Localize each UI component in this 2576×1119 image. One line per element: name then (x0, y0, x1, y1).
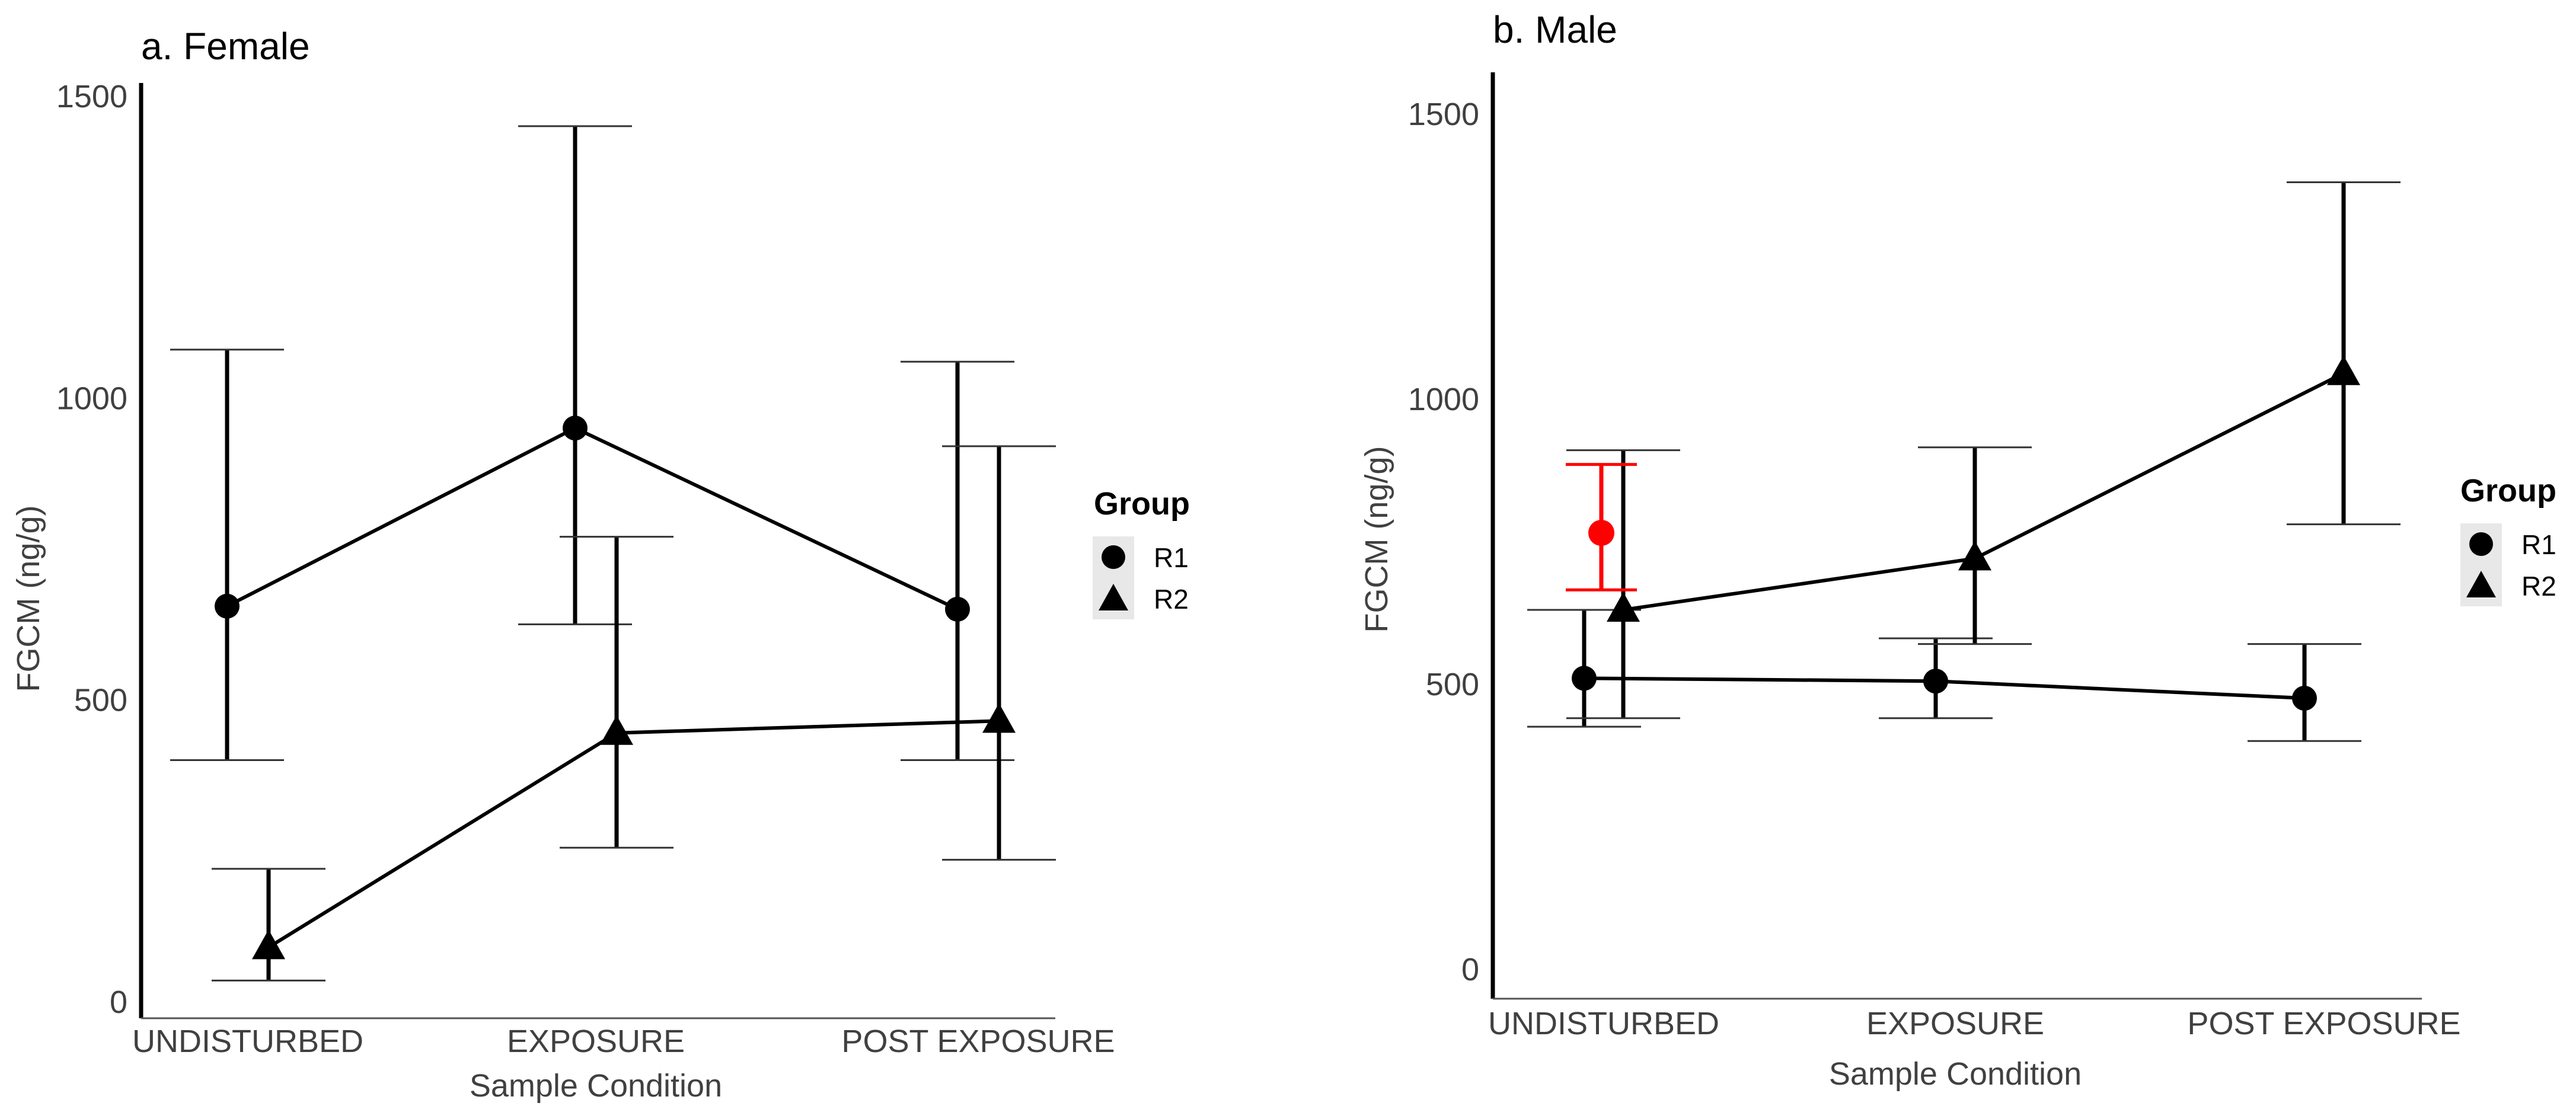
data-point-r2 (1958, 541, 1991, 571)
legend-label-r1: R1 (1154, 542, 1189, 573)
series-line-r1 (226, 426, 959, 611)
data-point-r1 (1923, 669, 1948, 694)
y-tick-label: 0 (110, 984, 127, 1020)
y-tick-label: 1500 (1408, 97, 1479, 132)
x-tick-label: POST EXPOSURE (2187, 1006, 2460, 1041)
y-tick-label: 1000 (1408, 382, 1479, 417)
x-axis-label-male: Sample Condition (1829, 1056, 2082, 1092)
circle-icon (1102, 545, 1125, 569)
y-tick-label: 1500 (56, 79, 127, 114)
y-tick-label: 500 (1426, 667, 1479, 702)
y-tick-label: 500 (74, 683, 127, 718)
legend-female: Group R1 R2 (1093, 486, 1190, 619)
x-tick-label: UNDISTURBED (1488, 1006, 1719, 1041)
data-point-r1 (2292, 686, 2317, 711)
y-tick-label: 0 (1461, 952, 1479, 987)
x-tick-label: EXPOSURE (507, 1024, 685, 1059)
y-axis-label-female: FGCM (ng/g) (11, 505, 46, 692)
legend-title: Group (2460, 473, 2556, 509)
legend-male: Group R1 R2 (2460, 473, 2556, 606)
panel-female: a. Female FGCM (ng/g) Sample Condition U… (11, 25, 1115, 1104)
triangle-icon (2466, 571, 2496, 597)
chart-title-male: b. Male (1493, 8, 1617, 51)
y-axis-label-male: FGCM (ng/g) (1359, 446, 1394, 632)
data-point-r1 (563, 415, 588, 441)
data-point-r2 (252, 929, 285, 960)
data-point-r2 (982, 703, 1016, 733)
data-point-r1 (215, 593, 240, 619)
chart-title-female: a. Female (141, 25, 310, 68)
data-point-r1 (1572, 666, 1597, 691)
legend-label-r2: R2 (2521, 571, 2556, 602)
legend-title: Group (1094, 486, 1190, 522)
data-point-r2 (1607, 592, 1640, 622)
x-tick-label: UNDISTURBED (132, 1024, 363, 1059)
series-line-r2 (267, 719, 1000, 949)
x-axis-label-female: Sample Condition (470, 1068, 722, 1104)
triangle-icon (1099, 584, 1128, 610)
x-tick-label: EXPOSURE (1866, 1006, 2044, 1041)
panel-male: b. Male FGCM (ng/g) Sample Condition UND… (1359, 8, 2461, 1092)
data-point-r2 (600, 715, 633, 745)
y-tick-label: 1000 (56, 381, 127, 416)
legend-label-r1: R1 (2521, 529, 2556, 560)
circle-icon (2469, 532, 2493, 556)
highlight-data-point (1588, 520, 1614, 546)
legend-label-r2: R2 (1154, 584, 1189, 615)
data-point-r1 (945, 596, 970, 622)
series-line-r2 (1623, 372, 2345, 612)
data-point-r2 (2327, 355, 2360, 385)
x-tick-label: POST EXPOSURE (841, 1024, 1115, 1059)
